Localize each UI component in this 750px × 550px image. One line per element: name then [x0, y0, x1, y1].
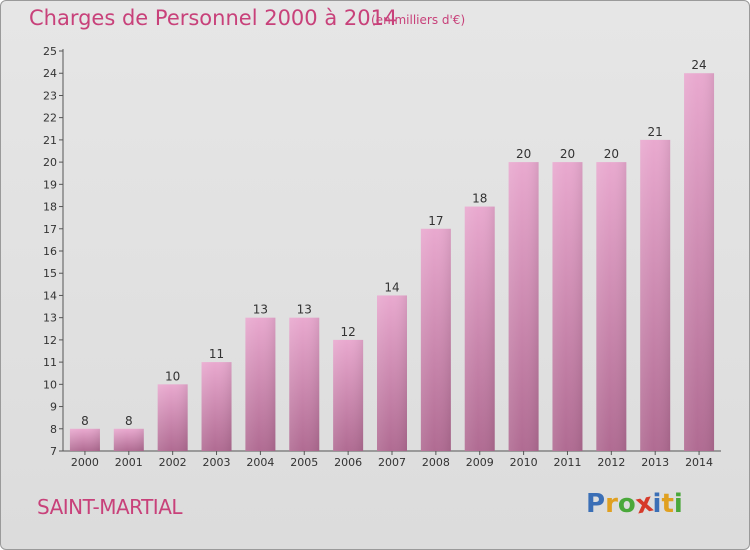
bar-shade: [420, 228, 451, 451]
bar-shade: [157, 384, 188, 451]
bar-shade: [596, 162, 627, 451]
y-tick-label: 25: [43, 45, 57, 58]
bar-shade: [201, 362, 232, 451]
bars: [69, 73, 715, 451]
y-tick-label: 13: [43, 312, 57, 325]
bar-shade: [289, 317, 320, 451]
y-tick-label: 10: [43, 378, 57, 391]
logo-letter: P: [586, 489, 606, 519]
x-tick-label: 2002: [159, 456, 187, 469]
y-tick-label: 19: [43, 178, 57, 191]
y-tick-label: 15: [43, 267, 57, 280]
x-tick-label: 2003: [203, 456, 231, 469]
chart-title: Charges de Personnel 2000 à 2014: [29, 6, 398, 30]
y-tick-label: 23: [43, 89, 57, 102]
y-tick-label: 21: [43, 134, 57, 147]
bar-shade: [640, 139, 671, 451]
x-tick-label: 2009: [466, 456, 494, 469]
logo-letter: i: [673, 489, 683, 519]
x-tick-label: 2000: [71, 456, 99, 469]
y-tick-label: 22: [43, 112, 57, 125]
x-tick-label: 2008: [422, 456, 450, 469]
x-tick-label: 2011: [553, 456, 581, 469]
x-tick-label: 2012: [597, 456, 625, 469]
axes: 7 8 9 10 11 12 13 14 15 16 17 18 19 20 21 22 23 24 25 2000 2…: [43, 45, 721, 469]
y-tick-label: 14: [43, 289, 57, 302]
y-tick-label: 20: [43, 156, 57, 169]
y-tick-label: 9: [50, 401, 57, 414]
bar-shade: [245, 317, 276, 451]
chart-subtitle: (en milliers d'€): [371, 13, 466, 27]
value-label: 11: [209, 347, 224, 361]
bar-shade: [113, 428, 144, 451]
logo-letter: i: [652, 489, 662, 519]
logo-letter: t: [661, 489, 674, 519]
y-tick-label: 7: [50, 445, 57, 458]
value-label: 20: [516, 147, 531, 161]
logo-letter: o: [617, 489, 636, 519]
value-label: 18: [472, 192, 487, 206]
value-label: 17: [428, 214, 443, 228]
y-tick-label: 17: [43, 223, 57, 236]
x-tick-label: 2004: [246, 456, 274, 469]
y-tick-label: 24: [43, 67, 57, 80]
value-label: 20: [604, 147, 619, 161]
value-label: 14: [384, 280, 399, 294]
x-tick-label: 2006: [334, 456, 362, 469]
value-label: 13: [253, 303, 268, 317]
bar-shade: [377, 295, 407, 451]
bar-shade: [69, 428, 100, 451]
x-tick-label: 2005: [290, 456, 318, 469]
value-label: 12: [340, 325, 355, 339]
x-tick-label: 2010: [510, 456, 538, 469]
y-tick-label: 18: [43, 201, 57, 214]
y-tick-label: 12: [43, 334, 57, 347]
value-labels: 8 8 10 11 13 13 12 14 17 18 20 20 20 21 24: [81, 58, 707, 428]
value-label: 8: [81, 414, 89, 428]
x-tick-label: 2014: [685, 456, 713, 469]
y-tick-label: 11: [43, 356, 57, 369]
x-tick-label: 2013: [641, 456, 669, 469]
value-label: 20: [560, 147, 575, 161]
value-label: 8: [125, 414, 133, 428]
value-label: 24: [691, 58, 706, 72]
bar-shade: [508, 162, 539, 451]
bar-shade: [684, 73, 715, 451]
commune-name: SAINT-MARTIAL: [37, 495, 183, 519]
y-tick-label: 8: [50, 423, 57, 436]
bar-shade: [464, 206, 495, 451]
x-tick-label: 2001: [115, 456, 143, 469]
x-tick-label: 2007: [378, 456, 406, 469]
value-label: 13: [297, 303, 312, 317]
value-label: 21: [648, 125, 663, 139]
bar-shade: [552, 162, 583, 451]
bar-shade: [333, 339, 364, 451]
logo-letter: r: [605, 489, 618, 519]
proxiti-logo: Proxiti: [586, 488, 683, 521]
value-label: 10: [165, 369, 180, 383]
y-tick-label: 16: [43, 245, 57, 258]
